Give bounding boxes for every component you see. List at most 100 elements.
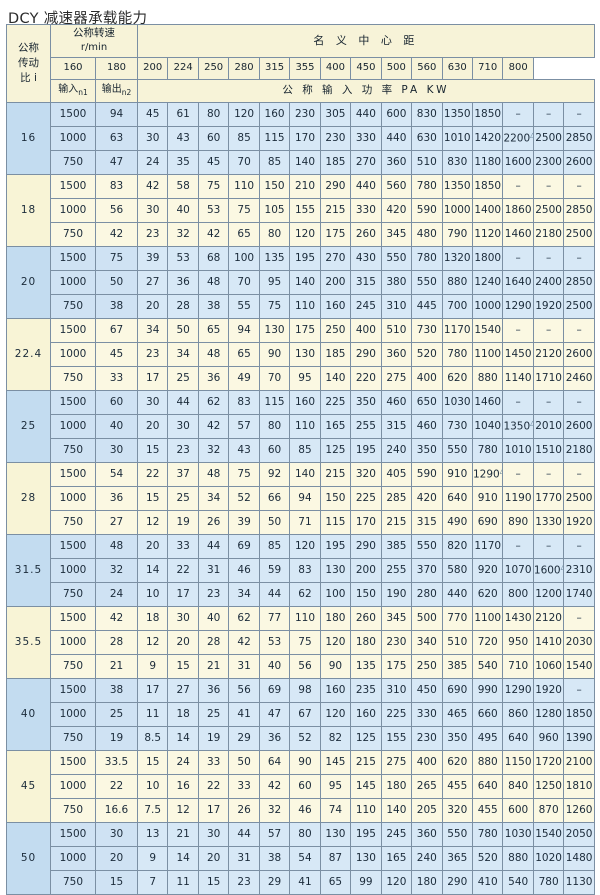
power-cell-400: 230 (380, 630, 413, 655)
header-center-distance-250: 250 (197, 57, 230, 80)
ratio-cell-31.5: 31.5 (6, 534, 51, 607)
power-cell-560: 495 (471, 726, 504, 751)
power-cell-355: 320 (350, 462, 382, 487)
power-cell-180: 19 (167, 510, 199, 535)
power-cell-400: 275 (380, 366, 413, 391)
power-cell-200: 75 (197, 174, 230, 199)
power-cell-630: 1290 (502, 294, 534, 319)
power-cell-180: 14 (167, 846, 199, 871)
power-cell-280: 52 (289, 726, 321, 751)
header-ratio: 公称 传动比 i (6, 24, 51, 103)
power-cell-710: 2300 (532, 150, 565, 175)
power-cell-450: 730 (411, 318, 443, 343)
power-cell-630: 640 (502, 726, 534, 751)
power-cell-630: 540 (502, 870, 534, 895)
power-cell-280: 170 (289, 126, 321, 151)
power-cell-160: 15 (136, 486, 169, 511)
ratio-cell-28: 28 (6, 462, 51, 535)
power-cell-560: 880 (471, 366, 504, 391)
power-cell-400: 155 (380, 726, 413, 751)
power-cell-200: 26 (197, 510, 230, 535)
input-speed-cell: 750 (50, 294, 96, 319)
power-cell-630: 600 (502, 798, 534, 823)
power-cell-800: 2500 (563, 294, 595, 319)
power-cell-630: 1010 (502, 438, 534, 463)
power-cell-355: 440 (350, 174, 382, 199)
power-cell-224: 50 (228, 750, 260, 775)
power-cell-160: 22 (136, 462, 169, 487)
power-cell-200: 31 (197, 558, 230, 583)
power-cell-250: 36 (258, 726, 291, 751)
power-cell-710: – (532, 246, 565, 271)
input-speed-cell: 750 (50, 150, 96, 175)
table-row: 750 33 17 25 36 49 70 95 140 220 275 400 620 880 1140 1… (7, 366, 595, 391)
power-cell-630: – (502, 318, 534, 343)
footnote-marker-icon: △ (561, 563, 563, 571)
power-cell-450: 630 (411, 126, 443, 151)
power-cell-315: 200 (319, 270, 352, 295)
input-speed-cell: 1000 (50, 846, 96, 871)
power-cell-800: 2600 (563, 150, 595, 175)
power-cell-400: 275 (380, 750, 413, 775)
output-speed-cell: 25 (95, 702, 138, 727)
input-speed-cell: 1000 (50, 270, 96, 295)
power-cell-400: 310 (380, 678, 413, 703)
header-center-distance-160: 160 (50, 57, 96, 80)
footnote-marker-icon: △ (530, 419, 532, 427)
power-cell-200: 33 (197, 750, 230, 775)
output-speed-cell: 32 (95, 558, 138, 583)
power-cell-355: 125 (350, 726, 382, 751)
power-cell-250: 115 (258, 126, 291, 151)
power-cell-560: 1460 (471, 390, 504, 415)
power-cell-315: 130 (319, 822, 352, 847)
output-speed-cell: 15 (95, 870, 138, 895)
power-cell-400: 310 (380, 294, 413, 319)
power-cell-400: 165 (380, 846, 413, 871)
table-row: 750 30 15 23 32 43 60 85 125 195 240 350 550 780 1010 1… (7, 438, 595, 463)
header-center-distance-355: 355 (289, 57, 321, 80)
power-cell-450: 340 (411, 630, 443, 655)
power-cell-160: 18 (136, 606, 169, 631)
power-cell-355: 170 (350, 510, 382, 535)
power-cell-400: 510 (380, 318, 413, 343)
table-row: 20 1500 75 39 53 68 100 135 195 270 430 550 780 1320 1… (6, 246, 595, 319)
input-speed-cell: 1000 (50, 558, 96, 583)
not-available-dash: – (576, 395, 582, 408)
power-cell-630: 840 (502, 774, 534, 799)
power-cell-200: 36 (197, 678, 230, 703)
not-available-dash: – (515, 395, 521, 408)
table-row: 40 1500 38 17 27 36 56 69 98 160 235 310 450 690 990 12… (6, 678, 595, 751)
power-cell-250: 85 (258, 150, 291, 175)
power-cell-250: 80 (258, 414, 291, 439)
power-cell-560: 620 (471, 582, 504, 607)
power-cell-710: 780 (532, 870, 565, 895)
header-row-2: 160 180 200 224 250 280 315 355 400 450 500 560 630 7… (7, 57, 595, 80)
not-available-dash: – (515, 107, 521, 120)
power-cell-560: 690 (471, 510, 504, 535)
power-cell-400: 315 (380, 414, 413, 439)
header-rpm-line-0: 公称转速 (73, 27, 115, 40)
input-speed-cell: 1500 (50, 318, 96, 343)
power-cell-224: 83 (228, 390, 260, 415)
table-body: 16 1500 94 45 61 80 120 160 230 305 440 600 830 1350 1… (6, 102, 595, 895)
power-cell-710: – (532, 318, 565, 343)
power-cell-450: 780 (411, 174, 443, 199)
not-available-dash: – (515, 323, 521, 336)
power-cell-200: 30 (197, 822, 230, 847)
power-cell-180: 25 (167, 366, 199, 391)
power-cell-224: 70 (228, 270, 260, 295)
power-cell-224: 49 (228, 366, 260, 391)
power-cell-500: 440 (441, 582, 473, 607)
output-speed-cell: 16.6 (95, 798, 138, 823)
input-speed-cell: 1500 (50, 822, 96, 847)
output-speed-cell: 38 (95, 678, 138, 703)
table-row: 1000 63 30 43 60 85 115 170 230 330 440 630 1010 1420… (7, 126, 595, 151)
power-cell-450: 360 (411, 822, 443, 847)
power-cell-500: 550 (441, 438, 473, 463)
power-cell-800: 1920 (563, 510, 595, 535)
power-cell-355: 400 (350, 318, 382, 343)
table-row: 45 1500 33.5 15 24 33 50 64 90 145 215 275 400 620 880… (6, 750, 595, 823)
power-cell-180: 21 (167, 822, 199, 847)
power-cell-280: 60 (289, 774, 321, 799)
power-cell-800: – (563, 174, 595, 199)
